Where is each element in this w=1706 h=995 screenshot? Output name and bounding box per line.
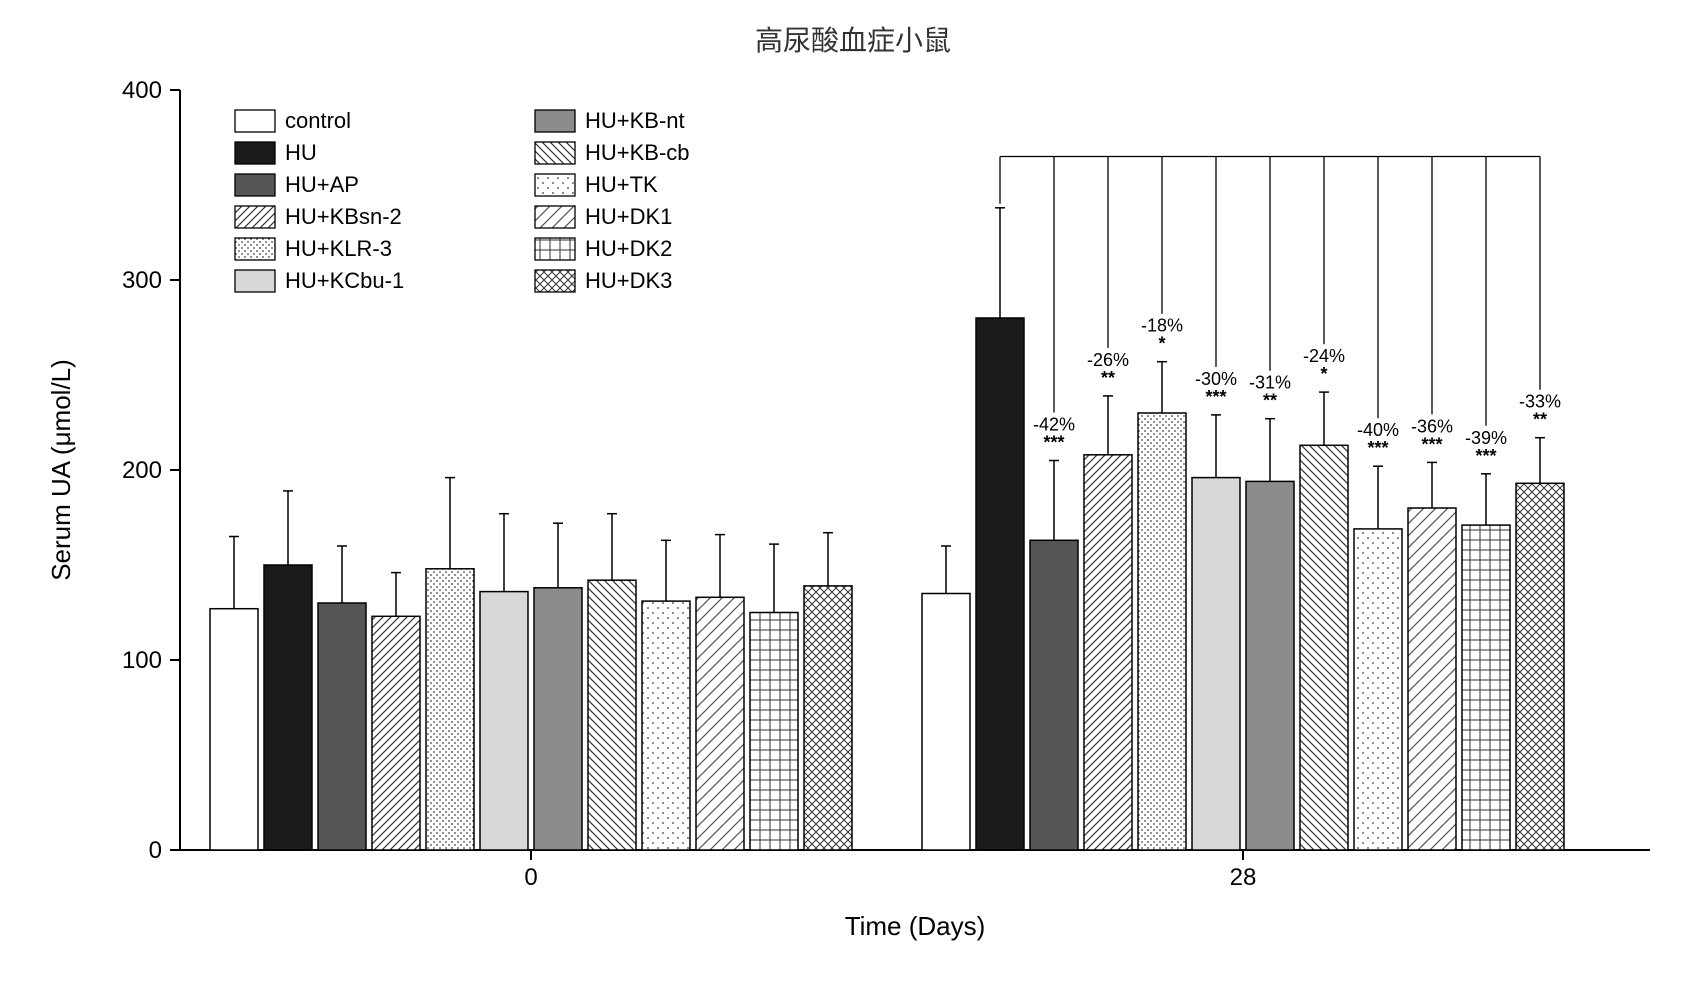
legend-swatch — [235, 142, 275, 164]
bar — [480, 592, 528, 850]
svg-text:***: *** — [1421, 434, 1442, 454]
legend-swatch — [235, 206, 275, 228]
legend-swatch — [535, 238, 575, 260]
bar — [426, 569, 474, 850]
svg-text:400: 400 — [122, 77, 162, 104]
svg-text:100: 100 — [122, 647, 162, 674]
legend-label: HU+KBsn-2 — [285, 204, 402, 229]
legend-swatch — [535, 110, 575, 132]
bar — [318, 603, 366, 850]
bar — [1516, 483, 1564, 850]
bar — [264, 565, 312, 850]
svg-text:-40%: -40% — [1357, 420, 1399, 440]
legend-label: HU — [285, 140, 317, 165]
legend-label: HU+TK — [585, 172, 658, 197]
legend-label: HU+DK2 — [585, 236, 672, 261]
bar — [1030, 540, 1078, 850]
svg-text:-31%: -31% — [1249, 373, 1291, 393]
svg-text:-24%: -24% — [1303, 346, 1345, 366]
bar — [588, 580, 636, 850]
svg-text:***: *** — [1043, 433, 1064, 453]
bar — [976, 318, 1024, 850]
bar — [1300, 445, 1348, 850]
legend-swatch — [535, 142, 575, 164]
svg-text:-26%: -26% — [1087, 350, 1129, 370]
svg-text:***: *** — [1205, 387, 1226, 407]
legend-label: HU+KCbu-1 — [285, 268, 404, 293]
bar — [210, 609, 258, 850]
svg-text:300: 300 — [122, 267, 162, 294]
legend-swatch — [235, 238, 275, 260]
svg-text:200: 200 — [122, 457, 162, 484]
svg-text:***: *** — [1367, 438, 1388, 458]
legend-label: HU+KLR-3 — [285, 236, 392, 261]
svg-text:**: ** — [1533, 410, 1547, 430]
bar — [1192, 478, 1240, 850]
svg-text:*: * — [1158, 334, 1165, 354]
svg-text:0: 0 — [524, 864, 537, 891]
svg-text:-18%: -18% — [1141, 316, 1183, 336]
svg-text:0: 0 — [149, 837, 162, 864]
bar — [750, 613, 798, 851]
legend-label: HU+KB-nt — [585, 108, 685, 133]
legend-swatch — [235, 174, 275, 196]
bar — [642, 601, 690, 850]
legend-label: HU+AP — [285, 172, 359, 197]
svg-text:Serum UA (μmol/L): Serum UA (μmol/L) — [46, 359, 76, 581]
bar — [1462, 525, 1510, 850]
svg-text:Time (Days): Time (Days) — [845, 911, 986, 941]
svg-text:-30%: -30% — [1195, 369, 1237, 389]
svg-text:**: ** — [1101, 368, 1115, 388]
bar — [1354, 529, 1402, 850]
svg-text:*: * — [1320, 364, 1327, 384]
svg-text:高尿酸血症小鼠: 高尿酸血症小鼠 — [755, 25, 951, 56]
svg-text:***: *** — [1475, 446, 1496, 466]
legend-swatch — [235, 110, 275, 132]
bar — [534, 588, 582, 850]
svg-text:28: 28 — [1230, 864, 1257, 891]
svg-text:-42%: -42% — [1033, 415, 1075, 435]
bar-chart: 高尿酸血症小鼠 0 100 200 300 400 Serum UA (μmol/L) Tim… — [0, 0, 1706, 995]
bar — [804, 586, 852, 850]
bar — [1408, 508, 1456, 850]
legend-label: HU+DK1 — [585, 204, 672, 229]
svg-text:-33%: -33% — [1519, 392, 1561, 412]
svg-text:-36%: -36% — [1411, 416, 1453, 436]
legend-swatch — [535, 174, 575, 196]
bar — [1138, 413, 1186, 850]
legend-label: HU+KB-cb — [585, 140, 690, 165]
bar — [1246, 481, 1294, 850]
legend-swatch — [535, 206, 575, 228]
bar — [922, 594, 970, 851]
svg-text:**: ** — [1263, 391, 1277, 411]
bar — [696, 597, 744, 850]
svg-text:-39%: -39% — [1465, 428, 1507, 448]
legend-swatch — [535, 270, 575, 292]
bar — [1084, 455, 1132, 850]
chart-container: 高尿酸血症小鼠 0 100 200 300 400 Serum UA (μmol/L) Tim… — [0, 0, 1706, 995]
legend-label: HU+DK3 — [585, 268, 672, 293]
bar — [372, 616, 420, 850]
legend-label: control — [285, 108, 351, 133]
legend-swatch — [235, 270, 275, 292]
